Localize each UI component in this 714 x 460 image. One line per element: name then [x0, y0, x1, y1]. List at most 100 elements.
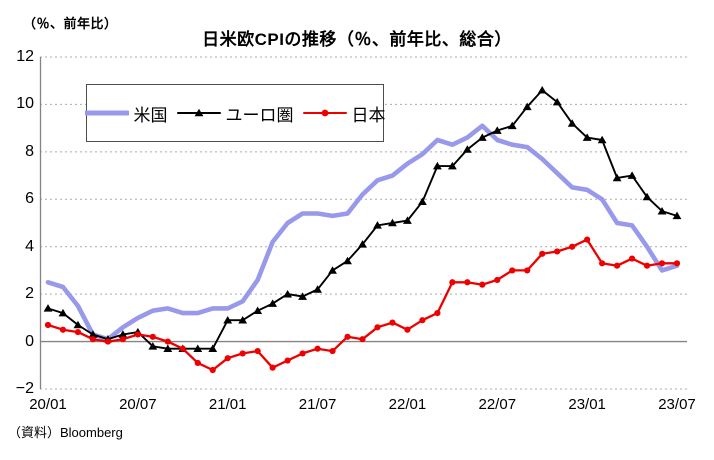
triangle-marker — [567, 119, 577, 127]
triangle-marker — [208, 344, 218, 352]
circle-marker — [89, 336, 97, 343]
circle-marker — [299, 350, 306, 357]
triangle-marker — [193, 344, 203, 352]
x-tick-label: 22/07 — [478, 396, 517, 413]
circle-marker — [419, 317, 426, 324]
circle-marker — [554, 248, 561, 255]
circle-marker — [494, 276, 501, 284]
triangle-marker — [507, 121, 517, 130]
circle-marker — [224, 355, 231, 362]
x-tick-label: 22/01 — [388, 396, 427, 413]
triangle-marker — [597, 135, 607, 144]
circle-marker — [134, 331, 141, 338]
y-tick-label: 8 — [25, 142, 34, 160]
x-tick-label: 21/01 — [208, 396, 247, 413]
circle-marker — [239, 350, 246, 357]
circle-marker — [74, 328, 82, 336]
circle-marker — [673, 260, 681, 267]
x-tick-label: 20/07 — [119, 396, 157, 413]
triangle-marker — [58, 308, 68, 317]
y-tick-label: 6 — [25, 190, 34, 208]
circle-marker — [539, 250, 546, 257]
y-tick-label: 0 — [25, 332, 34, 350]
circle-marker — [464, 279, 471, 286]
y-tick-label: 10 — [16, 95, 34, 113]
triangle-marker — [343, 256, 352, 265]
legend-item-米国: 米国 — [84, 101, 168, 126]
triangle-marker — [148, 342, 158, 350]
triangle-marker — [43, 304, 53, 312]
circle-marker — [389, 319, 396, 326]
circle-marker — [104, 338, 112, 345]
circle-marker — [449, 279, 456, 286]
triangle-marker — [268, 299, 278, 307]
y-tick-label: 2 — [25, 285, 34, 303]
triangle-marker — [672, 211, 682, 220]
circle-marker — [404, 326, 411, 333]
triangle-marker — [73, 320, 83, 329]
circle-marker — [149, 333, 156, 340]
circle-marker — [164, 338, 171, 345]
circle-marker — [434, 310, 441, 317]
triangle-marker — [298, 292, 307, 300]
triangle-marker — [118, 330, 128, 338]
triangle-marker — [238, 316, 248, 324]
circle-marker — [314, 345, 321, 352]
x-tick-label: 23/07 — [658, 396, 696, 413]
circle-marker — [44, 321, 52, 329]
triangle-marker — [492, 126, 502, 134]
y-tick-label: −2 — [15, 380, 34, 397]
circle-marker — [569, 243, 576, 250]
triangle-marker — [642, 192, 652, 201]
circle-marker — [269, 364, 276, 371]
circle-marker — [284, 357, 291, 364]
legend-swatch-triangle-marker — [176, 108, 221, 117]
x-tick-label: 21/07 — [298, 396, 337, 413]
triangle-marker — [88, 330, 98, 338]
circle-marker — [643, 262, 651, 269]
circle-marker — [179, 345, 186, 352]
legend-swatch-none-marker — [84, 110, 129, 116]
circle-marker — [509, 267, 516, 274]
triangle-marker — [612, 173, 622, 182]
legend-label: 日本 — [351, 105, 386, 125]
triangle-marker — [358, 240, 367, 248]
triangle-marker — [388, 218, 397, 227]
triangle-marker — [657, 206, 667, 215]
triangle-marker — [582, 133, 592, 141]
series-line-米国 — [45, 123, 680, 342]
circle-marker — [254, 347, 261, 355]
y-axis-unit-label: （％、前年比） — [23, 16, 118, 31]
triangle-marker — [253, 306, 263, 315]
legend-swatch-circle-marker — [302, 109, 347, 117]
circle-marker — [194, 359, 201, 367]
circle-marker — [584, 236, 591, 243]
circle-marker — [524, 267, 531, 274]
triangle-marker — [537, 86, 547, 94]
circle-marker — [209, 366, 216, 374]
triangle-marker — [432, 161, 442, 170]
triangle-marker — [328, 266, 337, 274]
circle-marker — [599, 260, 606, 267]
circle-marker — [119, 336, 126, 343]
circle-marker — [359, 336, 366, 343]
triangle-marker — [552, 97, 562, 106]
triangle-marker — [403, 216, 412, 224]
legend-label: 米国 — [133, 105, 168, 125]
circle-marker — [613, 262, 621, 269]
triangle-marker — [462, 145, 472, 153]
circle-marker — [628, 255, 636, 262]
triangle-marker — [627, 171, 637, 179]
source-note: （資料）Bloomberg — [8, 425, 123, 440]
triangle-marker — [223, 316, 233, 324]
circle-marker — [329, 347, 336, 355]
x-tick-label: 23/01 — [568, 396, 606, 413]
x-tick-label: 20/01 — [29, 396, 67, 413]
triangle-marker — [418, 197, 427, 205]
triangle-marker — [313, 285, 322, 293]
legend: 米国 ユーロ圏 日本 — [84, 84, 386, 142]
circle-marker — [479, 281, 486, 288]
circle-marker — [658, 260, 666, 267]
